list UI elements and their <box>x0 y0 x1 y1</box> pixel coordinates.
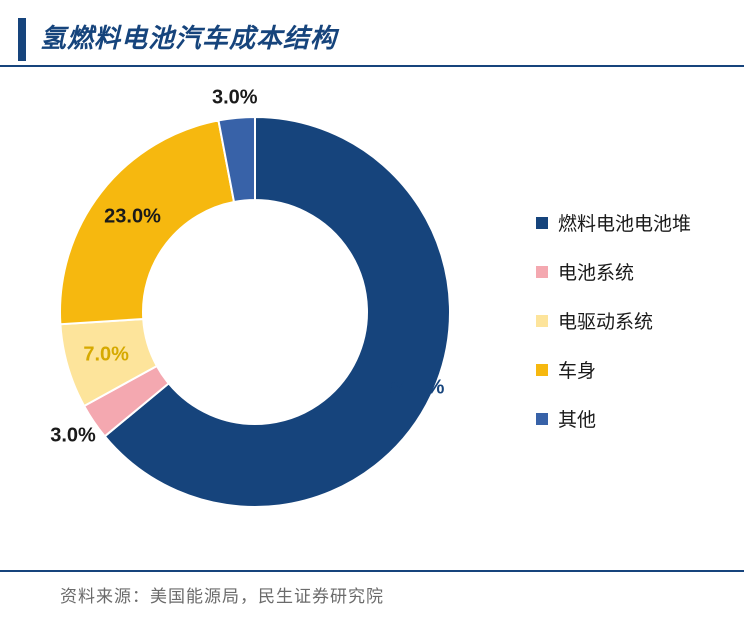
chart-card: 氢燃料电池汽车成本结构 64.0%3.0%7.0%23.0%3.0% 燃料电池电… <box>0 0 744 625</box>
legend-swatch <box>536 315 548 327</box>
legend-swatch <box>536 217 548 229</box>
title-row: 氢燃料电池汽车成本结构 <box>0 0 744 61</box>
chart-title: 氢燃料电池汽车成本结构 <box>40 18 337 61</box>
legend-item: 电驱动系统 <box>536 307 716 334</box>
source-divider <box>0 570 744 572</box>
legend-label: 车身 <box>558 356 596 383</box>
chart-area: 64.0%3.0%7.0%23.0%3.0% 燃料电池电池堆电池系统电驱动系统车… <box>0 67 744 567</box>
source-prefix: 资料来源： <box>60 587 150 606</box>
legend: 燃料电池电池堆电池系统电驱动系统车身其他 <box>536 187 716 454</box>
source-row: 资料来源：美国能源局，民生证券研究院 <box>0 570 744 607</box>
legend-item: 燃料电池电池堆 <box>536 209 716 236</box>
legend-swatch <box>536 266 548 278</box>
legend-swatch <box>536 413 548 425</box>
donut-chart: 64.0%3.0%7.0%23.0%3.0% <box>40 97 470 527</box>
legend-label: 电驱动系统 <box>558 307 653 334</box>
legend-swatch <box>536 364 548 376</box>
legend-item: 其他 <box>536 405 716 432</box>
title-accent-bar <box>18 18 26 61</box>
legend-label: 其他 <box>558 405 596 432</box>
source-body: 美国能源局，民生证券研究院 <box>150 587 384 606</box>
legend-item: 电池系统 <box>536 258 716 285</box>
donut-svg <box>40 97 470 527</box>
legend-item: 车身 <box>536 356 716 383</box>
donut-slice <box>60 120 234 324</box>
source-text: 资料来源：美国能源局，民生证券研究院 <box>0 582 744 607</box>
legend-label: 电池系统 <box>558 258 634 285</box>
legend-label: 燃料电池电池堆 <box>558 209 691 236</box>
